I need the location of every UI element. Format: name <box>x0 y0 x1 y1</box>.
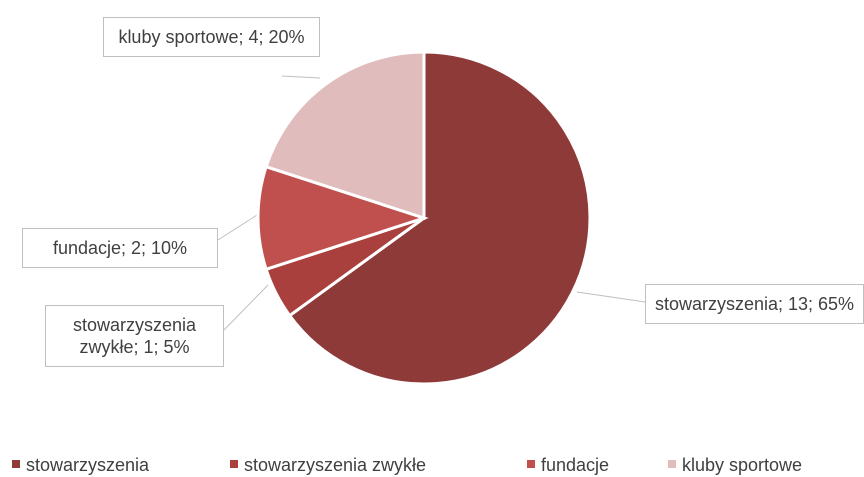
leader-line <box>576 291 646 303</box>
data-label: kluby sportowe; 4; 20% <box>103 17 320 57</box>
leader-lines <box>217 75 646 331</box>
leader-line <box>217 214 258 241</box>
legend-swatch <box>12 460 20 468</box>
legend-swatch <box>527 460 535 468</box>
legend-label: stowarzyszenia zwykłe <box>244 455 427 475</box>
legend-item: kluby sportowe <box>668 455 802 476</box>
legend-item: fundacje <box>527 455 609 476</box>
data-label: stowarzyszenia zwykłe; 1; 5% <box>45 305 224 367</box>
legend-item: stowarzyszenia zwykłe <box>230 455 426 476</box>
leader-line <box>223 284 269 331</box>
pie-slice <box>287 50 592 386</box>
legend-item: stowarzyszenia <box>12 455 149 476</box>
legend-swatch <box>668 460 676 468</box>
leader-line <box>281 75 321 79</box>
legend-label: kluby sportowe <box>682 455 803 475</box>
data-label: fundacje; 2; 10% <box>22 228 218 268</box>
pie-slice <box>256 164 429 272</box>
data-label: stowarzyszenia; 13; 65% <box>645 284 864 324</box>
legend-swatch <box>230 460 238 468</box>
legend-label: fundacje <box>541 455 610 475</box>
legend-label: stowarzyszenia <box>26 455 150 475</box>
pie-slice <box>264 50 426 221</box>
